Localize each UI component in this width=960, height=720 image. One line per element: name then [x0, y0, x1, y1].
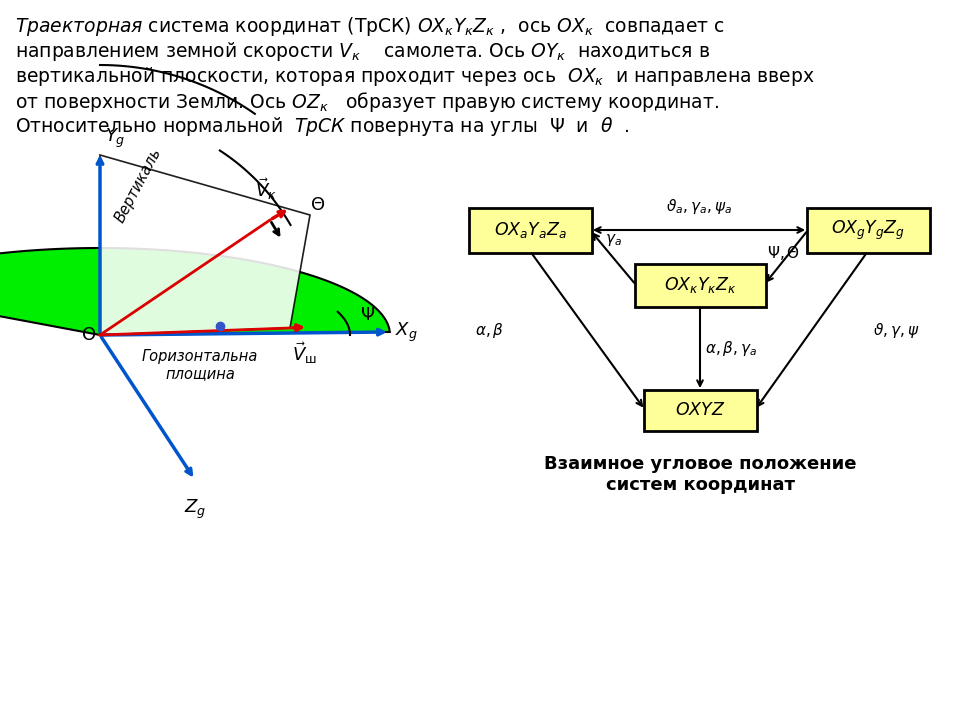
Text: $\mathit{Y_g}$: $\mathit{Y_g}$ — [105, 127, 126, 150]
Polygon shape — [100, 155, 310, 335]
Text: $\vartheta, \gamma, \psi$: $\vartheta, \gamma, \psi$ — [873, 321, 920, 340]
Text: $\Psi, \Theta$: $\Psi, \Theta$ — [767, 243, 800, 261]
Text: $\mathit{X_g}$: $\mathit{X_g}$ — [395, 320, 418, 343]
Text: $\vec{V}_{\text{ш}}$: $\vec{V}_{\text{ш}}$ — [292, 340, 317, 366]
FancyBboxPatch shape — [635, 264, 765, 307]
Text: $\alpha, \beta$: $\alpha, \beta$ — [475, 321, 505, 340]
Text: $\mathit{OX_aY_aZ_a}$: $\mathit{OX_aY_aZ_a}$ — [493, 220, 566, 240]
Text: $\Theta$: $\Theta$ — [310, 196, 325, 214]
Text: $\mathit{OXYZ}$: $\mathit{OXYZ}$ — [675, 401, 725, 419]
Text: $\vec{V}_{\kappa}$: $\vec{V}_{\kappa}$ — [255, 176, 276, 202]
Text: от поверхности Земли. Ось $\mathit{OZ_{\kappa}}$   образует правую систему коорд: от поверхности Земли. Ось $\mathit{OZ_{\… — [15, 90, 719, 114]
Text: направлением земной скорости $\mathit{V_{\kappa}}$    самолета. Ось $\mathit{OY_: направлением земной скорости $\mathit{V_… — [15, 40, 710, 63]
Text: $\alpha, \beta, \gamma_a$: $\alpha, \beta, \gamma_a$ — [705, 338, 757, 358]
Text: $\mathit{Z_g}$: $\mathit{Z_g}$ — [184, 498, 206, 521]
Text: Вертикаль: Вертикаль — [112, 145, 164, 225]
Text: $\Psi$: $\Psi$ — [360, 306, 375, 324]
FancyBboxPatch shape — [643, 390, 756, 431]
Text: Относительно нормальной  $\mathit{ТрСК}$ повернута на углы  $\Psi$  и  $\theta$ : Относительно нормальной $\mathit{ТрСК}$ … — [15, 115, 630, 138]
Text: $\mathit{OX_gY_gZ_g}$: $\mathit{OX_gY_gZ_g}$ — [831, 218, 905, 242]
Text: $\vartheta_a, \gamma_a, \psi_a$: $\vartheta_a, \gamma_a, \psi_a$ — [666, 197, 732, 216]
Text: Горизонтальна
площина: Горизонтальна площина — [142, 348, 258, 381]
Text: Взаимное угловое положение
систем координат: Взаимное угловое положение систем коорди… — [543, 455, 856, 494]
Text: $\gamma_a$: $\gamma_a$ — [605, 232, 621, 248]
FancyBboxPatch shape — [468, 207, 591, 253]
FancyBboxPatch shape — [806, 207, 929, 253]
Text: $\mathit{OX_{\kappa}Y_{\kappa}Z_{\kappa}}$: $\mathit{OX_{\kappa}Y_{\kappa}Z_{\kappa}… — [663, 275, 736, 295]
Polygon shape — [0, 248, 390, 335]
Text: O: O — [82, 326, 96, 344]
Text: $\mathbf{\mathit{Траекторная}}$ система координат (ТрСК) $\mathit{OX_{\kappa}Y_{: $\mathbf{\mathit{Траекторная}}$ система … — [15, 15, 725, 38]
Text: вертикальной плоскости, которая проходит через ось  $\mathit{OX_{\kappa}}$  и на: вертикальной плоскости, которая проходит… — [15, 65, 815, 88]
